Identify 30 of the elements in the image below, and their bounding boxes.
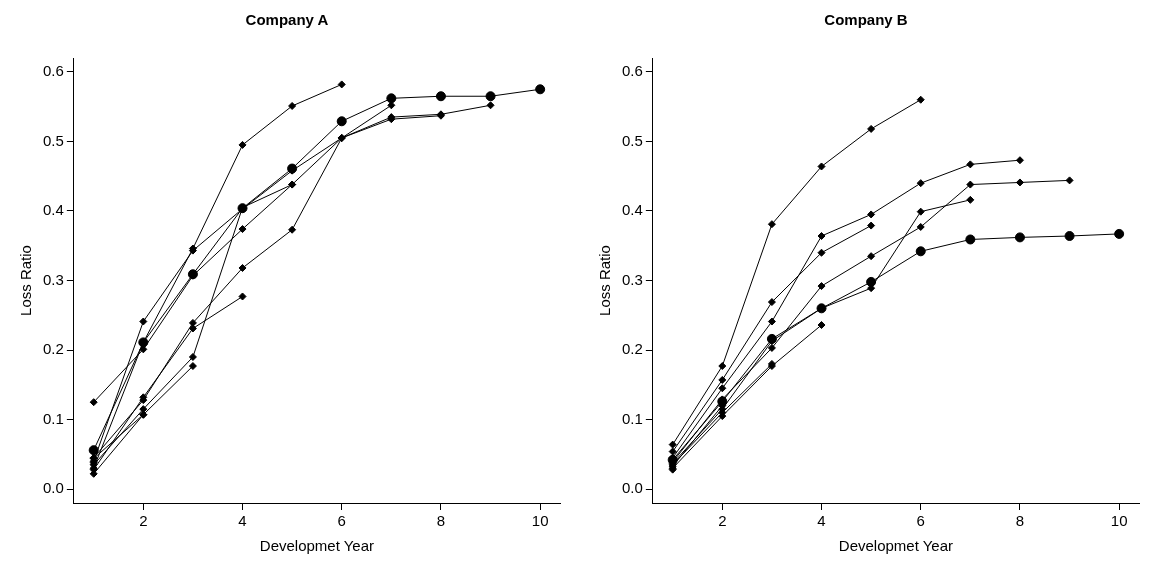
x-axis-title: Developmet Year: [838, 537, 954, 555]
y-tick-label: 0.4: [42, 201, 64, 219]
x-tick-label: 8: [436, 512, 446, 530]
y-tick-label: 0.6: [621, 62, 643, 80]
y-tick-label: 0.2: [42, 340, 64, 358]
y-axis-title: Loss Ratio: [17, 245, 35, 316]
y-tick-label: 0.1: [621, 409, 643, 427]
chart-title: Company A: [245, 11, 329, 29]
x-tick-label: 4: [238, 512, 247, 530]
chart-title: Company B: [824, 11, 908, 29]
x-tick-label: 8: [1015, 512, 1025, 530]
x-tick-label: 4: [817, 512, 826, 530]
y-axis-title: Loss Ratio: [596, 245, 614, 316]
x-tick-label: 2: [718, 512, 727, 530]
y-tick-label: 0.4: [621, 201, 643, 219]
y-tick-label: 0.5: [42, 131, 64, 149]
x-tick-label: 6: [337, 512, 346, 530]
x-tick-label: 10: [1110, 512, 1128, 530]
y-tick-label: 0.1: [42, 409, 64, 427]
x-tick-label: 10: [531, 512, 549, 530]
x-tick-label: 6: [916, 512, 925, 530]
y-tick-label: 0.0: [621, 479, 643, 497]
y-tick-label: 0.0: [42, 479, 64, 497]
y-tick-label: 0.5: [621, 131, 643, 149]
x-tick-label: 2: [139, 512, 148, 530]
x-axis-title: Developmet Year: [259, 537, 375, 555]
y-tick-label: 0.3: [621, 270, 643, 288]
y-tick-label: 0.3: [42, 270, 64, 288]
y-tick-label: 0.6: [42, 62, 64, 80]
y-tick-label: 0.2: [621, 340, 643, 358]
